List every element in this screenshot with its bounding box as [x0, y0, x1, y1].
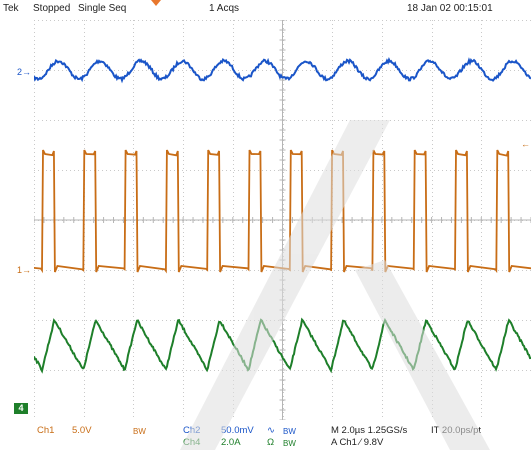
trigger-level-marker[interactable]: ←: [521, 139, 530, 149]
ch2-waveform: [34, 56, 531, 84]
waveform-graticule: [34, 20, 531, 420]
acquisition-mode: Single Seq: [78, 3, 127, 14]
waveform-display[interactable]: [34, 20, 531, 420]
ch1-label[interactable]: Ch1: [37, 425, 55, 436]
channel-readouts: Ch1 5.0V BW Ch2 50.0mV ∿ BW Ch4 2.0A Ω B…: [0, 420, 531, 459]
acquisition-count: 1 Acqs: [209, 3, 240, 14]
timestamp: 18 Jan 02 00:15:01: [407, 3, 493, 14]
ch4-label[interactable]: Ch4: [183, 437, 201, 448]
ch2-label[interactable]: Ch2: [183, 425, 201, 436]
status-bar: Tek Stopped Single Seq 1 Acqs 18 Jan 02 …: [0, 0, 531, 18]
ch4-scale[interactable]: 2.0A: [221, 437, 241, 448]
ch1-bw-limit: BW: [133, 427, 146, 436]
ch4-coupling-icon: Ω: [267, 437, 275, 448]
trigger-readout[interactable]: A Ch1 ⁄ 9.8V: [331, 437, 384, 448]
ch1-ground-marker[interactable]: 1→: [17, 265, 32, 275]
ch1-scale[interactable]: 5.0V: [72, 425, 92, 436]
trigger-position-marker[interactable]: [151, 0, 161, 6]
run-state: Stopped: [33, 3, 71, 14]
ch2-ground-marker[interactable]: 2→: [17, 67, 32, 77]
ch2-bw-limit: BW: [283, 427, 296, 436]
interpolation-rate: IT 20.0ps/pt: [431, 425, 481, 436]
brand-label: Tek: [3, 3, 19, 14]
horizontal-scale[interactable]: M 2.0µs 1.25GS/s: [331, 425, 408, 436]
ch2-coupling-icon: ∿: [267, 425, 275, 436]
ch2-scale[interactable]: 50.0mV: [221, 425, 254, 436]
ch4-ground-marker[interactable]: 4: [14, 403, 28, 414]
ch4-bw-limit: BW: [283, 439, 296, 448]
